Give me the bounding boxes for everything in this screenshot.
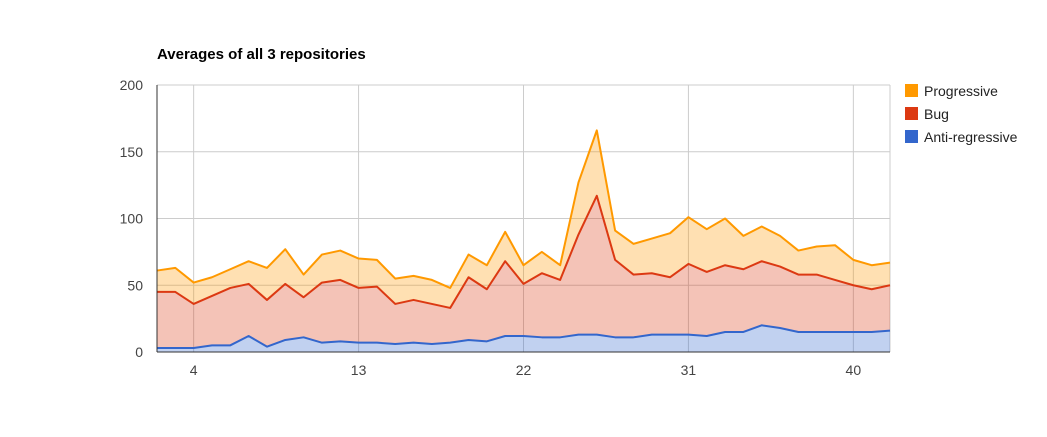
series-areas <box>157 130 890 352</box>
legend-swatch-bug <box>905 107 918 120</box>
y-tick-label: 0 <box>135 344 143 360</box>
x-tick-label: 31 <box>681 362 697 378</box>
x-tick-label: 22 <box>516 362 532 378</box>
legend-swatch-anti-regressive <box>905 130 918 143</box>
legend-swatch-progressive <box>905 84 918 97</box>
legend-label-anti-regressive: Anti-regressive <box>924 129 1018 145</box>
legend-label-bug: Bug <box>924 106 949 122</box>
series-lines <box>156 129 891 349</box>
legend: Progressive Bug Anti-regressive <box>905 83 1018 145</box>
x-axis-tick-labels: 4 13 22 31 40 <box>190 362 862 378</box>
x-tick-label: 4 <box>190 362 198 378</box>
grid-lines <box>157 84 891 352</box>
area-bug <box>157 195 890 348</box>
x-tick-label: 13 <box>351 362 367 378</box>
y-tick-label: 50 <box>127 277 143 293</box>
y-tick-label: 200 <box>120 77 144 93</box>
axes <box>156 85 890 353</box>
chart-title: Averages of all 3 repositories <box>157 46 366 63</box>
y-tick-label: 150 <box>120 144 144 160</box>
line-progressive <box>156 129 891 289</box>
line-bug <box>157 194 891 309</box>
legend-label-progressive: Progressive <box>924 83 998 99</box>
area-anti-regressive <box>157 325 890 352</box>
y-axis-tick-labels: 0 50 100 150 200 <box>120 77 144 360</box>
line-anti-regressive <box>157 324 891 349</box>
y-tick-label: 100 <box>120 211 144 227</box>
x-tick-label: 40 <box>846 362 862 378</box>
area-progressive <box>157 130 890 308</box>
